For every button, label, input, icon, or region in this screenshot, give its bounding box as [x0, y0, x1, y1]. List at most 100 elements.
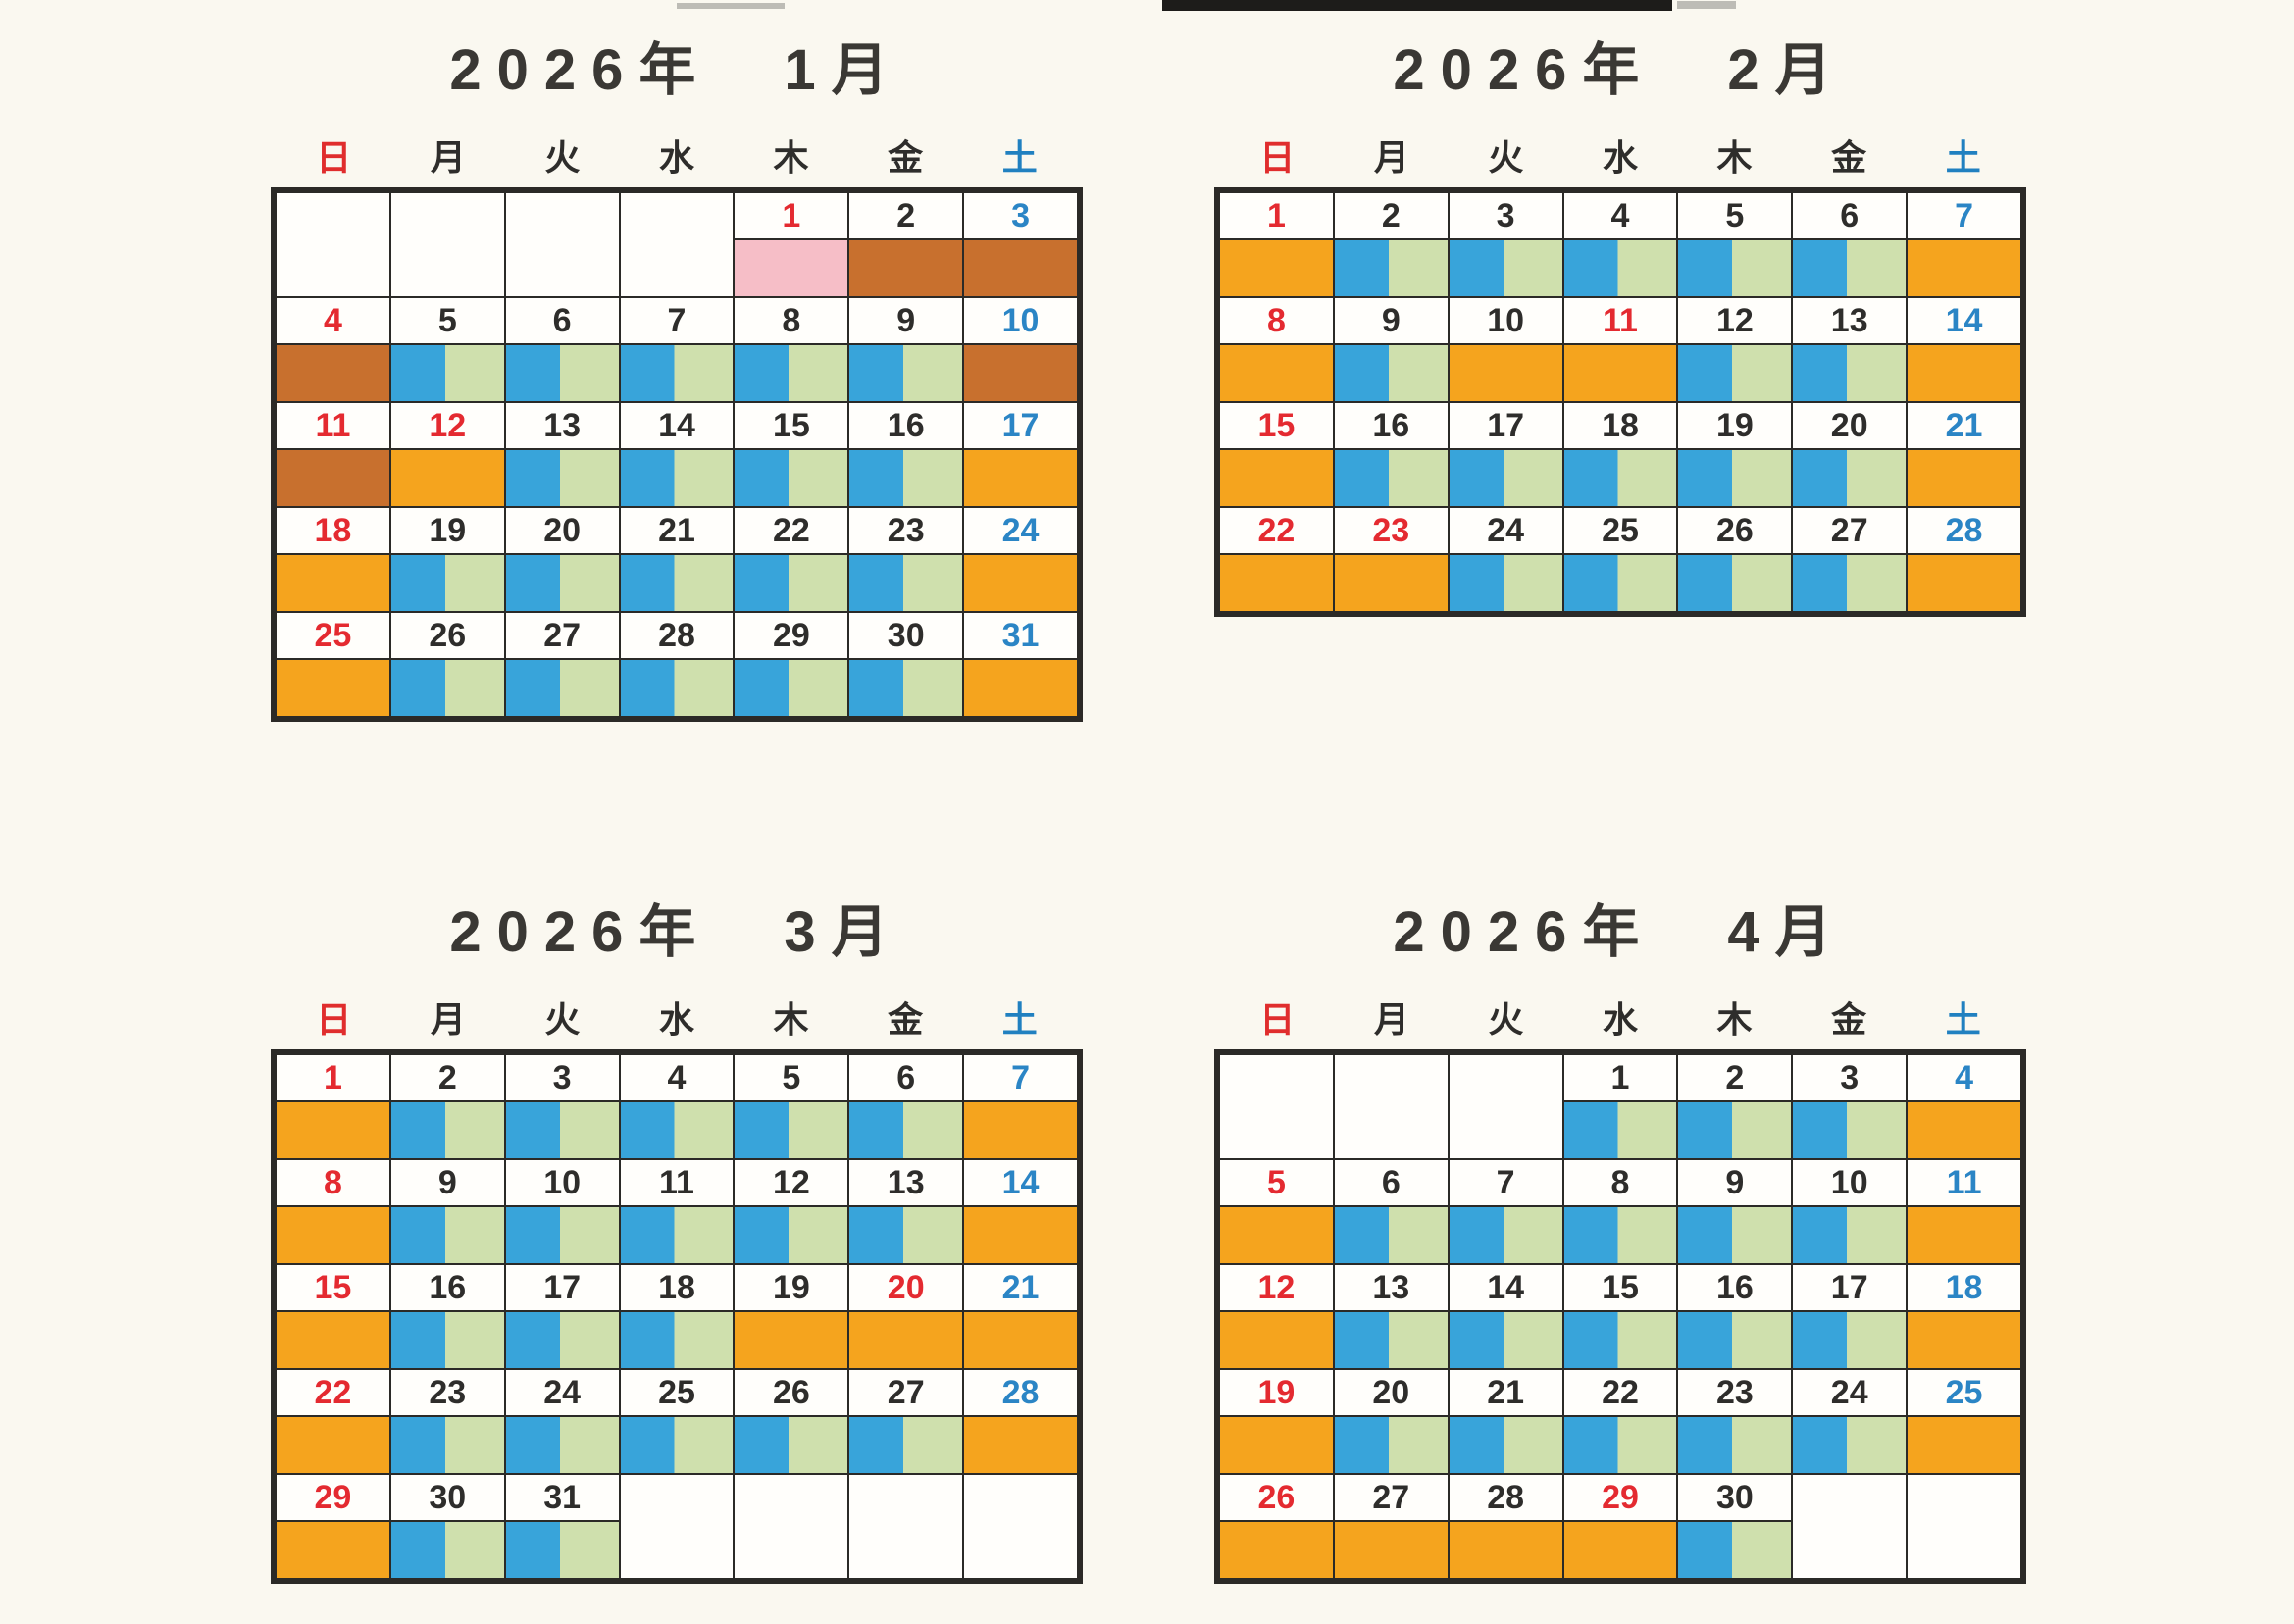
calendar-grid: 1 2 3 4 5 6 7 8 9 10 11 12 13 14 15 16 17 18 19 20 21 22 23 24 2… [271, 187, 1083, 722]
date-cell: 2 [1678, 1055, 1792, 1100]
day-color-band [1334, 1312, 1448, 1368]
weekday-label: 水 [658, 137, 694, 178]
day-color-band [1678, 1417, 1792, 1473]
date-cell: 17 [964, 403, 1077, 448]
day-color-band [964, 345, 1077, 401]
day-color-band [1220, 240, 1333, 296]
date-cell: 14 [1908, 298, 2020, 343]
day-color-band [849, 450, 963, 506]
empty-cell [735, 1475, 848, 1578]
day-color-band [735, 660, 848, 716]
date-cell: 28 [964, 1370, 1077, 1415]
date-cell: 26 [1220, 1475, 1333, 1520]
day-color-band [620, 555, 734, 611]
day-color-band [1220, 555, 1333, 611]
day-color-band [735, 1207, 848, 1263]
day-color-band [1793, 555, 1907, 611]
weekday-label: 日 [316, 137, 352, 178]
day-color-band [735, 1102, 848, 1158]
day-color-band [1334, 345, 1448, 401]
day-color-band [277, 1207, 389, 1263]
date-cell: 19 [1678, 403, 1792, 448]
weekday-label: 土 [1945, 137, 1981, 178]
date-cell: 1 [735, 193, 848, 238]
day-color-band [1908, 345, 2020, 401]
day-color-band [390, 555, 504, 611]
date-cell: 13 [505, 403, 619, 448]
weekday-label: 土 [1001, 999, 1038, 1040]
date-cell: 9 [1334, 298, 1448, 343]
day-color-band [849, 1417, 963, 1473]
day-color-band [1449, 1522, 1562, 1578]
day-color-band [505, 1312, 619, 1368]
day-color-band [505, 450, 619, 506]
day-color-band [1793, 1417, 1907, 1473]
date-cell: 24 [505, 1370, 619, 1415]
day-color-band [1908, 1207, 2020, 1263]
day-color-band [1220, 450, 1333, 506]
date-cell: 30 [1678, 1475, 1792, 1520]
day-color-band [735, 240, 848, 296]
day-color-band [1220, 1312, 1333, 1368]
date-cell: 31 [505, 1475, 619, 1520]
date-cell: 10 [505, 1160, 619, 1205]
day-color-band [505, 1522, 619, 1578]
weekday-label: 月 [1373, 999, 1409, 1040]
empty-cell [620, 1475, 734, 1578]
month-title: 2026年 4月 [1393, 900, 1848, 964]
empty-cell [277, 193, 389, 296]
date-cell: 31 [964, 613, 1077, 658]
day-color-band [1334, 555, 1448, 611]
date-cell: 27 [849, 1370, 963, 1415]
weekday-label: 木 [773, 999, 809, 1040]
day-color-band [390, 1417, 504, 1473]
date-cell: 8 [1563, 1160, 1677, 1205]
date-cell: 26 [390, 613, 504, 658]
date-cell: 12 [1678, 298, 1792, 343]
date-cell: 12 [390, 403, 504, 448]
day-color-band [390, 1312, 504, 1368]
date-cell: 24 [1449, 508, 1562, 553]
date-cell: 12 [1220, 1265, 1333, 1310]
date-cell: 9 [1678, 1160, 1792, 1205]
empty-cell [1220, 1055, 1333, 1158]
day-color-band [1678, 450, 1792, 506]
day-color-band [1908, 1312, 2020, 1368]
date-cell: 15 [1563, 1265, 1677, 1310]
date-cell: 9 [390, 1160, 504, 1205]
weekday-label: 金 [1831, 137, 1867, 178]
weekday-label: 水 [1602, 137, 1638, 178]
day-color-band [620, 1417, 734, 1473]
day-color-band [1334, 450, 1448, 506]
day-color-band [620, 1207, 734, 1263]
weekday-label: 金 [888, 999, 924, 1040]
weekday-label: 土 [1945, 999, 1981, 1040]
empty-cell [1908, 1475, 2020, 1578]
date-cell: 24 [964, 508, 1077, 553]
day-color-band [1908, 450, 2020, 506]
weekday-label: 月 [430, 999, 466, 1040]
weekday-label: 日 [1259, 999, 1296, 1040]
day-color-band [735, 555, 848, 611]
day-color-band [964, 1312, 1077, 1368]
date-cell: 30 [390, 1475, 504, 1520]
weekday-header-row: 日月火水木金土 [1214, 112, 2026, 187]
day-color-band [964, 555, 1077, 611]
day-color-band [1678, 555, 1792, 611]
calendar-march: 2026年 3月 日月火水木金土 1 2 3 4 5 6 7 8 9 10 11 12 13 14 15 16… [271, 891, 1083, 1584]
day-color-band [849, 1102, 963, 1158]
date-cell: 11 [620, 1160, 734, 1205]
empty-cell [1449, 1055, 1562, 1158]
day-color-band [390, 1102, 504, 1158]
day-color-band [849, 345, 963, 401]
date-cell: 2 [390, 1055, 504, 1100]
day-color-band [1220, 1207, 1333, 1263]
date-cell: 4 [1563, 193, 1677, 238]
date-cell: 3 [1449, 193, 1562, 238]
day-color-band [1908, 240, 2020, 296]
day-color-band [849, 1312, 963, 1368]
date-cell: 23 [1678, 1370, 1792, 1415]
day-color-band [1220, 345, 1333, 401]
date-cell: 8 [735, 298, 848, 343]
day-color-band [735, 1312, 848, 1368]
